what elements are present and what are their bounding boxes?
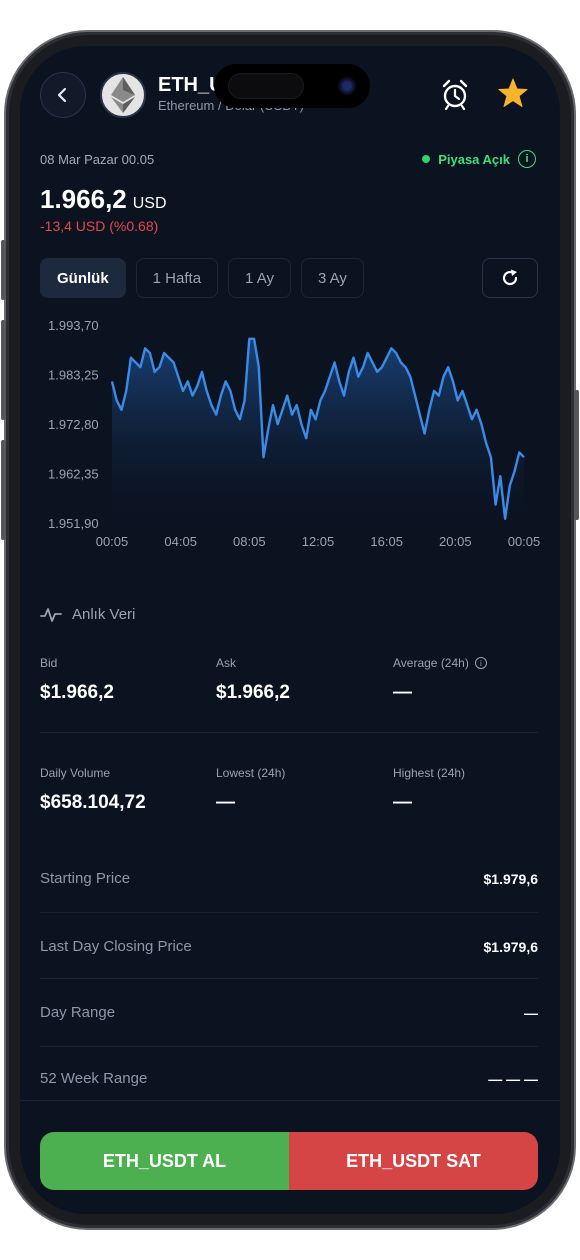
current-price: 1.966,2 USD <box>40 184 167 215</box>
chevron-left-icon <box>57 87 67 103</box>
bid-value: $1.966,2 <box>40 682 114 703</box>
chart-area <box>112 338 524 524</box>
price-value: 1.966,2 <box>40 184 127 214</box>
side-button <box>1 320 6 420</box>
row-value: $1.979,6 <box>483 938 539 955</box>
y-tick-label: 1.972,80 <box>48 417 99 432</box>
island-sensor <box>228 73 304 99</box>
highest-value: — <box>393 792 412 813</box>
y-tick-label: 1.993,70 <box>48 318 99 333</box>
row-value: $1.979,6 <box>483 870 539 887</box>
x-tick-label: 00:05 <box>96 534 129 549</box>
back-button[interactable] <box>40 72 86 118</box>
divider <box>40 732 538 733</box>
day-range-row: Day Range — <box>40 1004 538 1021</box>
tab-3-months[interactable]: 3 Ay <box>300 258 364 298</box>
chart-line <box>110 337 525 520</box>
dynamic-island <box>214 64 370 108</box>
divider <box>40 1046 538 1047</box>
ask-label: Ask <box>216 656 237 670</box>
buy-button[interactable]: ETH_USDT AL <box>40 1132 289 1190</box>
divider <box>40 978 538 979</box>
daily-volume-stat: Daily Volume $658.104,72 <box>40 766 146 814</box>
average-label: Average (24h) <box>393 656 469 670</box>
y-tick-label: 1.962,35 <box>48 467 99 482</box>
activity-pulse-icon <box>40 607 62 622</box>
average-value: — <box>393 682 412 703</box>
sell-button[interactable]: ETH_USDT SAT <box>289 1132 538 1190</box>
last-day-closing-row: Last Day Closing Price $1.979,6 <box>40 938 538 955</box>
section-title-label: Anlık Veri <box>72 606 136 623</box>
info-icon[interactable]: i <box>518 150 536 168</box>
market-status: Piyasa Açık i <box>422 150 536 168</box>
x-tick-label: 16:05 <box>370 534 403 549</box>
refresh-button[interactable] <box>482 258 538 298</box>
daily-volume-value: $658.104,72 <box>40 792 146 813</box>
average-stat: Average (24h) i — <box>393 656 487 704</box>
market-date: 08 Mar Pazar 00.05 <box>40 152 155 167</box>
info-icon[interactable]: i <box>474 657 487 669</box>
x-tick-label: 20:05 <box>439 534 472 549</box>
row-label: Last Day Closing Price <box>40 938 192 955</box>
lowest-stat: Lowest (24h) — <box>216 766 285 814</box>
tab-daily[interactable]: Günlük <box>40 258 126 298</box>
refresh-icon <box>502 269 518 286</box>
x-tick-label: 12:05 <box>302 534 335 549</box>
alarm-clock-icon[interactable] <box>440 78 470 110</box>
y-tick-label: 1.983,25 <box>48 368 99 383</box>
live-data-section-title: Anlık Veri <box>40 606 135 623</box>
52-week-range-row: 52 Week Range — — — <box>40 1070 538 1087</box>
side-button <box>574 390 579 520</box>
y-tick-label: 1.951,90 <box>48 516 99 531</box>
x-tick-label: 04:05 <box>164 534 197 549</box>
starting-price-row: Starting Price $1.979,6 <box>40 870 538 887</box>
x-tick-label: 00:05 <box>508 534 541 549</box>
bid-stat: Bid $1.966,2 <box>40 656 114 704</box>
row-value: — <box>524 1004 538 1021</box>
price-change: -13,4 USD (%0.68) <box>40 218 159 234</box>
ask-stat: Ask $1.966,2 <box>216 656 290 704</box>
favorite-star-icon[interactable] <box>498 78 528 108</box>
highest-label: Highest (24h) <box>393 766 466 780</box>
period-tabs: Günlük 1 Hafta 1 Ay 3 Ay <box>40 258 364 298</box>
status-dot <box>422 155 431 163</box>
bid-label: Bid <box>40 656 58 670</box>
camera-icon <box>338 77 356 95</box>
x-tick-label: 08:05 <box>233 534 266 549</box>
divider <box>40 912 538 913</box>
side-button <box>1 240 6 300</box>
row-label: 52 Week Range <box>40 1070 148 1087</box>
row-label: Starting Price <box>40 870 131 887</box>
market-status-label: Piyasa Açık <box>438 151 510 167</box>
ethereum-logo-icon <box>100 72 146 118</box>
row-label: Day Range <box>40 1004 116 1021</box>
lowest-label: Lowest (24h) <box>216 766 286 780</box>
app-screen: ETH_USDT Ethereum / Dolar (USDT) 08 Mar … <box>20 46 560 1214</box>
lowest-value: — <box>216 792 235 813</box>
highest-stat: Highest (24h) — <box>393 766 465 814</box>
ask-value: $1.966,2 <box>216 682 290 703</box>
tab-1-week[interactable]: 1 Hafta <box>135 258 219 298</box>
price-chart[interactable]: 1.993,70 1.983,25 1.972,80 1.962,35 1.951,90… <box>20 314 560 564</box>
daily-volume-label: Daily Volume <box>40 766 111 780</box>
price-currency: USD <box>132 195 167 212</box>
row-value: — — — <box>488 1070 538 1087</box>
tab-1-month[interactable]: 1 Ay <box>228 258 291 298</box>
side-button <box>1 440 6 540</box>
